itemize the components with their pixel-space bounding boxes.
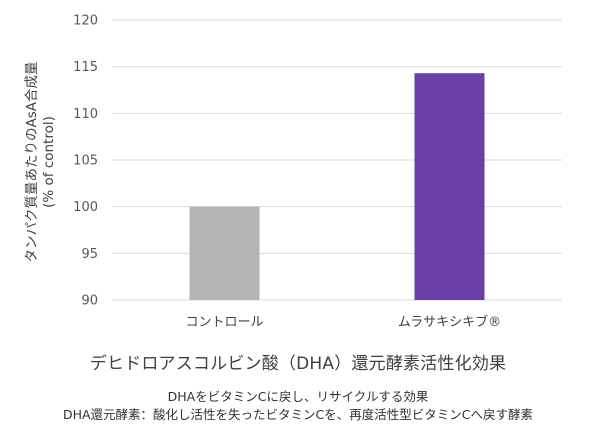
bar-control — [189, 206, 260, 300]
y-tick-label: 120 — [73, 14, 98, 29]
y-axis-label-line2: (% of control) — [41, 116, 57, 208]
x-axis-labels: コントロール ムラサキシキブ® — [185, 314, 501, 330]
y-tick-label: 90 — [81, 294, 98, 309]
chart-caption-line1: DHAをビタミンCに戻し、リサイクルする効果 — [167, 389, 429, 404]
x-tick-label: コントロール — [185, 315, 263, 330]
bar-murasakishikibu — [414, 73, 485, 300]
y-tick-label: 95 — [81, 247, 98, 262]
bars — [189, 73, 485, 300]
chart-caption-title: デヒドロアスコルビン酸（DHA）還元酵素活性化効果 — [89, 354, 507, 374]
bar-chart: 90 95 100 105 110 115 120 コントロール ムラサキシキブ® タンパク質… — [24, 14, 562, 330]
y-axis-ticks: 90 95 100 105 110 115 120 — [73, 14, 98, 309]
y-tick-label: 110 — [73, 107, 98, 122]
chart-caption-line2: DHA還元酵素：酸化し活性を失ったビタミンCを、再度活性型ビタミンCへ戻す酵素 — [62, 407, 534, 422]
gridlines — [112, 19, 562, 301]
y-tick-label: 115 — [73, 60, 98, 75]
y-tick-label: 100 — [73, 200, 98, 215]
y-axis-label-line1: タンパク質量あたりのAsA合成量 — [24, 61, 40, 262]
y-tick-label: 105 — [73, 154, 98, 169]
x-tick-label: ムラサキシキブ® — [398, 314, 501, 330]
